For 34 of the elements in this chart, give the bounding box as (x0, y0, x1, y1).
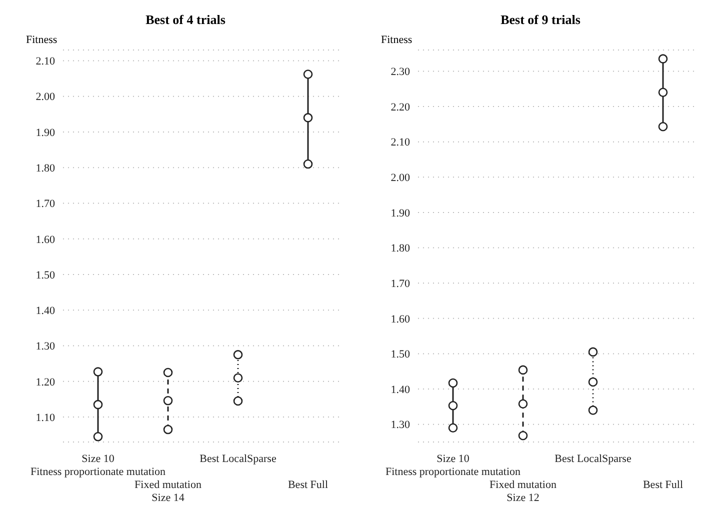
y-tick-label: 1.10 (36, 412, 56, 424)
y-tick-label: 2.10 (390, 136, 410, 149)
y-tick-label: 1.90 (390, 207, 410, 220)
y-tick-label: 2.00 (36, 91, 56, 104)
chart-title: Best of 4 trials (144, 12, 226, 28)
y-tick-label: 2.10 (36, 56, 56, 68)
y-tick-label: 1.30 (36, 340, 56, 353)
y-tick-label: 1.70 (36, 198, 56, 210)
x-tick-label: Best LocalSparse (200, 453, 276, 465)
y-tick-label: 1.70 (390, 278, 410, 290)
y-tick-label: 2.30 (390, 66, 410, 78)
y-tick-label: 1.80 (36, 162, 56, 175)
y-tick-label: 1.90 (36, 126, 56, 139)
y-tick-label: 1.50 (36, 269, 56, 282)
y-tick-label: 1.50 (390, 348, 410, 361)
y-axis-title: Fitness (26, 34, 58, 46)
x-tick-label: Best LocalSparse (554, 453, 632, 465)
y-tick-label: 1.80 (390, 242, 410, 255)
y-tick-label: 1.40 (390, 384, 410, 396)
x-tick-label: Fixed mutation Size 14 (134, 479, 202, 504)
y-tick-label: 2.20 (390, 101, 410, 114)
y-tick-label: 1.60 (390, 313, 410, 326)
chart-title: Best of 9 trials (500, 12, 582, 28)
y-tick-label: 1.40 (36, 305, 56, 318)
y-tick-label: 1.20 (36, 376, 56, 388)
x-tick-label: Size 10 Fitness proportionate mutation (385, 453, 522, 478)
y-axis-title: Fitness (381, 34, 412, 46)
x-tick-label: Size 10 Fitness proportionate mutation (30, 453, 166, 478)
y-tick-label: 1.30 (390, 419, 410, 432)
x-tick-label: Best Full (288, 479, 328, 491)
x-tick-label: Best Full (642, 479, 684, 491)
x-tick-label: Fixed mutation Size 12 (490, 479, 557, 504)
y-tick-label: 2.00 (390, 172, 410, 184)
y-tick-label: 1.60 (36, 234, 56, 246)
